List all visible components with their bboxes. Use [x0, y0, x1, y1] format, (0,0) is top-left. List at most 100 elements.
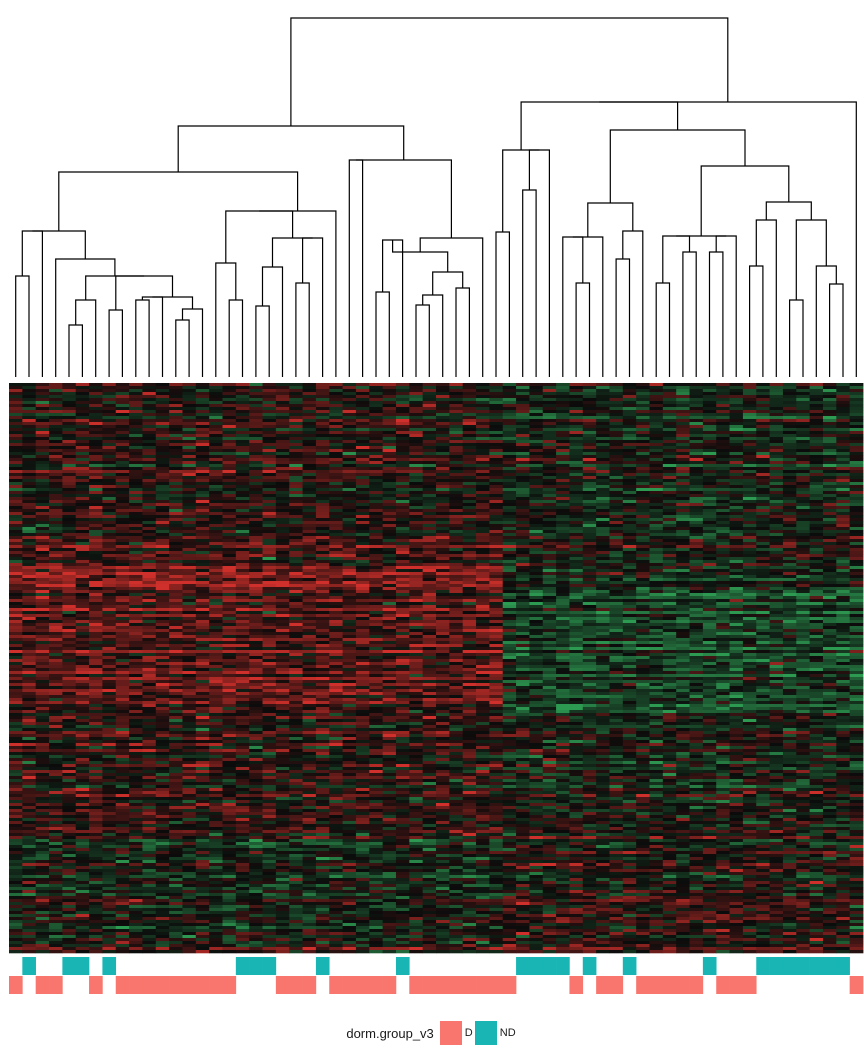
heat-cell	[35, 599, 50, 603]
heat-cell	[716, 488, 730, 492]
heat-cell	[235, 419, 250, 423]
heat-cell	[155, 491, 170, 495]
heat-cell	[769, 437, 784, 441]
heat-cell	[529, 593, 544, 597]
heat-cell	[182, 521, 197, 525]
heat-cell	[62, 461, 77, 465]
heat-cell	[609, 494, 624, 498]
heat-cell	[489, 410, 504, 414]
heat-cell	[569, 566, 584, 570]
heat-cell	[249, 470, 263, 474]
heat-cell	[582, 503, 597, 507]
heat-cell	[529, 491, 544, 495]
heat-cell	[569, 599, 584, 603]
heat-cell	[729, 398, 744, 402]
heat-cell	[315, 485, 330, 489]
heat-cell	[49, 395, 63, 399]
heat-cell	[395, 446, 410, 450]
heat-cell	[742, 479, 757, 483]
heat-cell	[836, 572, 851, 576]
heat-cell	[702, 569, 717, 573]
heat-cell	[275, 431, 290, 435]
heat-cell	[195, 569, 210, 573]
heat-cell	[569, 386, 584, 390]
heat-cell	[476, 434, 490, 438]
heat-cell	[596, 554, 610, 558]
heat-cell	[449, 428, 464, 432]
heat-cell	[182, 608, 197, 612]
heat-cell	[289, 599, 303, 603]
heat-cell	[822, 410, 837, 414]
heat-cell	[822, 401, 837, 405]
heat-cell	[395, 533, 410, 537]
heat-cell	[769, 581, 784, 585]
heat-cell	[676, 572, 690, 576]
heat-cell	[129, 569, 143, 573]
heat-cell	[662, 593, 677, 597]
heat-cell	[676, 500, 690, 504]
heat-cell	[662, 425, 677, 429]
heat-cell	[155, 611, 170, 615]
heat-cell	[569, 413, 584, 417]
heat-cell	[315, 383, 330, 387]
heat-cell	[9, 557, 23, 561]
heat-cell	[275, 392, 290, 396]
heat-cell	[289, 557, 303, 561]
heat-cell	[302, 470, 317, 474]
heat-cell	[209, 509, 223, 513]
heat-cell	[369, 413, 384, 417]
heat-cell	[622, 473, 637, 477]
dendrogram-branch	[15, 275, 30, 377]
heat-cell	[275, 389, 290, 393]
heat-cell	[222, 551, 237, 555]
heat-cell	[596, 524, 610, 528]
heat-cell	[569, 425, 584, 429]
heat-cell	[716, 464, 730, 468]
heat-cell	[289, 542, 303, 546]
heat-cell	[195, 395, 210, 399]
heat-cell	[395, 482, 410, 486]
heat-cell	[809, 566, 824, 570]
heat-cell	[169, 428, 183, 432]
heat-cell	[756, 428, 770, 432]
heat-cell	[182, 485, 197, 489]
heat-cell	[115, 572, 130, 576]
heat-cell	[275, 530, 290, 534]
heat-cell	[649, 467, 664, 471]
heat-cell	[649, 455, 664, 459]
heat-cell	[436, 419, 450, 423]
heat-cell	[209, 611, 223, 615]
heat-cell	[769, 596, 784, 600]
heat-cell	[489, 449, 504, 453]
heat-cell	[369, 404, 384, 408]
heat-cell	[395, 509, 410, 513]
heat-cell	[275, 599, 290, 603]
heat-cell	[195, 605, 210, 609]
heat-cell	[315, 536, 330, 540]
heat-cell	[569, 557, 584, 561]
heat-cell	[702, 605, 717, 609]
heat-cell	[529, 572, 544, 576]
heat-cell	[689, 596, 704, 600]
heat-cell	[782, 467, 797, 471]
heat-cell	[502, 569, 517, 573]
heat-cell	[636, 446, 650, 450]
heat-cell	[395, 572, 410, 576]
heat-cell	[689, 461, 704, 465]
heat-cell	[809, 398, 824, 402]
heat-cell	[355, 569, 370, 573]
heat-cell	[756, 422, 770, 426]
heat-cell	[796, 569, 811, 573]
heat-cell	[329, 398, 343, 402]
heat-cell	[756, 497, 770, 501]
heat-cell	[342, 605, 357, 609]
heat-cell	[62, 599, 77, 603]
heat-cell	[662, 479, 677, 483]
heat-cell	[849, 389, 864, 393]
heat-cell	[742, 503, 757, 507]
heat-cell	[742, 476, 757, 480]
heat-cell	[369, 524, 384, 528]
heat-cell	[142, 491, 157, 495]
heat-cell	[409, 416, 424, 420]
heat-cell	[409, 584, 424, 588]
